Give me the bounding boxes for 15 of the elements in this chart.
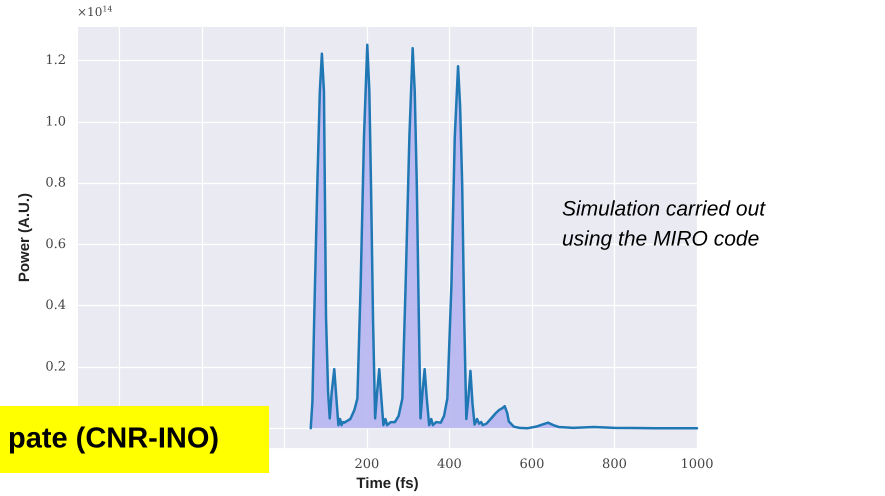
y-tick-label: 0.4 (45, 298, 66, 314)
x-axis-title: Time (fs) (356, 475, 419, 492)
x-tick-label: 200 (354, 457, 380, 472)
x-tick-label: 1000 (680, 457, 714, 472)
annotation: Simulation carried out using the MIRO code (562, 198, 766, 250)
annotation: pate (CNR-INO) (8, 422, 220, 454)
x-tick-label: 800 (602, 457, 627, 472)
y-tick-label: 1.0 (45, 114, 66, 130)
y-tick-label: 1.2 (45, 53, 66, 68)
y-axis-title: Power (A.U.) (16, 192, 33, 282)
y-tick-label: 0.8 (45, 176, 66, 191)
x-tick-label: 600 (520, 457, 544, 472)
y-tick-label: 0.6 (45, 236, 66, 252)
y-tick-label: 0.2 (45, 359, 66, 374)
x-tick-label: 400 (436, 457, 462, 472)
